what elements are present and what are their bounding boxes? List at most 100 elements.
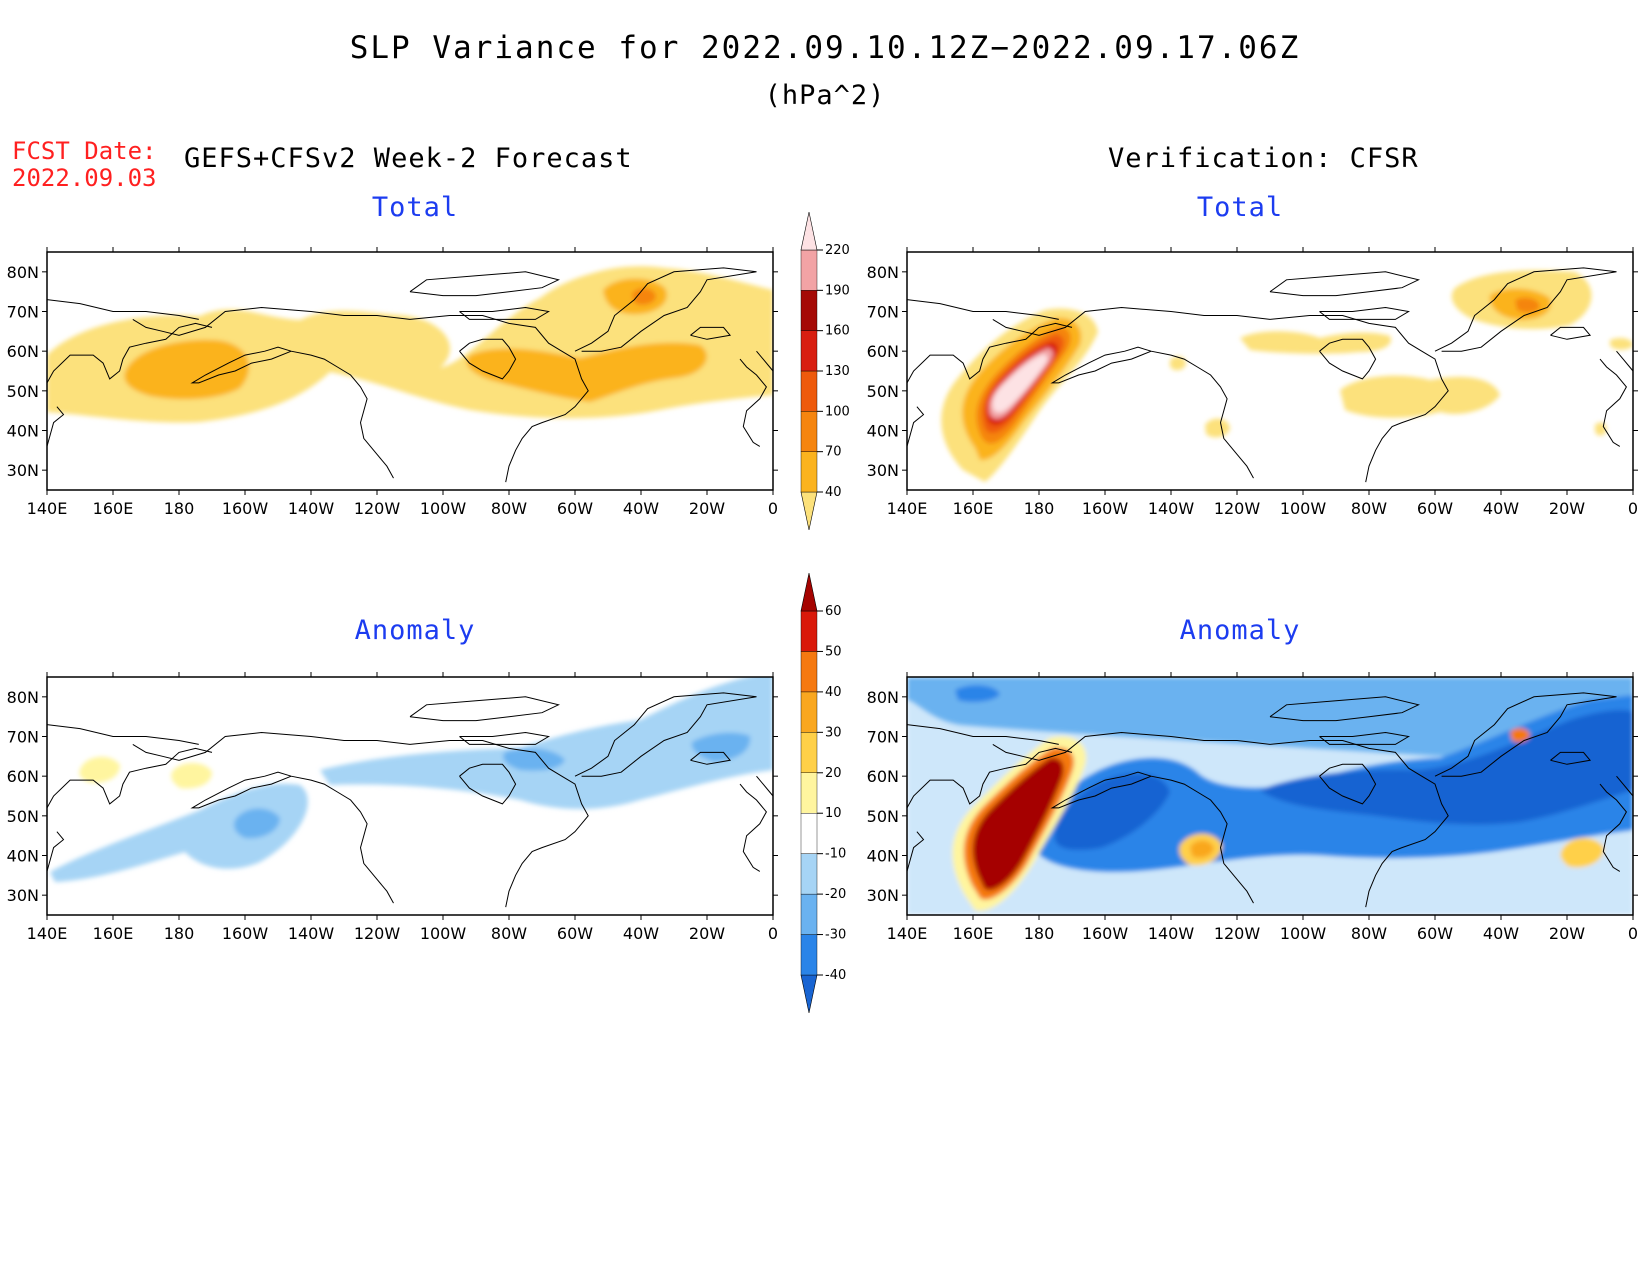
fc-total-band-70-a (124, 339, 250, 400)
frame-rect-fc-anom (46, 676, 774, 916)
coastline-vf-total-10 (1599, 358, 1628, 447)
lon-label-fc-total: 140E (27, 499, 68, 518)
panel-title-fc-anom: Anomaly (354, 615, 476, 646)
coastline-vf-anom-6 (906, 724, 1059, 745)
lon-label-fc-anom: 180 (164, 924, 195, 943)
vf-anom-band-neg40-b (1260, 710, 1633, 825)
colorbar-anomaly-label: 40 (825, 685, 842, 700)
colorbar-anomaly-label: 30 (825, 725, 842, 740)
coastline-layer (46, 267, 1634, 908)
colorbar-anomaly-swatch (800, 732, 818, 773)
colorbar-anomaly-label: -30 (825, 928, 846, 943)
lon-label-vf-anom: 140W (1148, 924, 1195, 943)
lon-label-fc-total: 60W (557, 499, 593, 518)
fc-total-band-100 (632, 288, 656, 305)
colorbar-anomaly-swatch (800, 853, 818, 895)
lat-label-vf-total: 60N (867, 342, 899, 361)
lon-label-vf-anom: 60W (1417, 924, 1453, 943)
coastline-vf-anom-5 (906, 831, 925, 872)
colorbar-anomaly-swatch (800, 651, 818, 693)
frame-vf-total: 80N 70N 60N 50N 40N 30N 140E 160E 180 160W 140W 120… (867, 247, 1638, 518)
coastline-vf-total-9 (1550, 326, 1592, 340)
vf-anom-band-neg40-a (1054, 773, 1170, 850)
vf-anom-spot-pos30-d (1510, 728, 1530, 743)
colorbar-total-bottom-tip (800, 491, 818, 531)
fcst-date-label: FCST Date: (12, 137, 157, 165)
colorbars: 40 70 100 130 160 190 220 -40 -30 -20 -10 10 20 30 40 5… (800, 211, 850, 1014)
colorbar-total-label: 40 (825, 485, 842, 500)
shading-fc-total (47, 266, 773, 423)
colorbar-anomaly-swatch (800, 934, 818, 976)
lat-label-fc-total: 70N (7, 303, 39, 322)
fc-anom-band-pos10-b (171, 763, 212, 789)
lon-label-fc-total: 40W (623, 499, 659, 518)
lon-label-vf-anom: 0 (1628, 924, 1638, 943)
lon-label-vf-total: 0 (1628, 499, 1638, 518)
colorbar-anomaly-swatch (800, 772, 818, 814)
coast-vf-anom (906, 692, 1634, 908)
coastline-fc-total-9 (690, 326, 732, 340)
coastline-fc-total-11 (756, 350, 774, 372)
colorbar-total-swatch (800, 370, 818, 412)
vf-total-labrador-40 (1240, 331, 1391, 354)
coastline-vf-anom-1 (1050, 771, 1254, 904)
lat-label-fc-total: 50N (7, 382, 39, 401)
lat-label-vf-anom: 70N (867, 728, 899, 747)
frame-fc-anom: 80N 70N 60N 50N 40N 30N 140E 160E 180 160W 140W 120… (7, 672, 778, 943)
coastline-vf-anom-2 (1319, 763, 1377, 805)
vf-total-greenland-100 (1515, 297, 1540, 313)
vf-total-spot-1 (1205, 418, 1230, 438)
frame-rect-fc-total (46, 251, 774, 491)
colorbar-anomaly-swatch (800, 691, 818, 733)
lat-label-fc-anom: 40N (7, 847, 39, 866)
lon-label-fc-anom: 60W (557, 924, 593, 943)
colorbar-total-swatch (800, 290, 818, 331)
lon-label-vf-anom: 100W (1280, 924, 1327, 943)
forecast-heading: GEFS+CFSv2 Week-2 Forecast (184, 143, 633, 174)
frame-vf-anom: 80N 70N 60N 50N 40N 30N 140E 160E 180 160W 140W 120… (867, 672, 1638, 943)
lat-label-vf-total: 80N (867, 263, 899, 282)
frame-rect-vf-anom (906, 676, 1634, 916)
lon-label-fc-anom: 40W (623, 924, 659, 943)
colorbar-anomaly-label: 60 (825, 604, 842, 619)
lat-label-vf-anom: 50N (867, 807, 899, 826)
fc-anom-band-neg10 (50, 783, 308, 882)
vf-anom-band-pos60 (972, 757, 1064, 891)
lon-label-fc-anom: 140E (27, 924, 68, 943)
lat-label-fc-anom: 70N (7, 728, 39, 747)
colorbar-anomaly: -40 -30 -20 -10 10 20 30 40 50 60 (800, 572, 846, 1014)
coastline-fc-total-1 (190, 346, 394, 479)
frame-rect-vf-total (906, 251, 1634, 491)
fcst-date-value: 2022.09.03 (12, 164, 157, 192)
coast-vf-total (906, 267, 1634, 483)
lon-label-vf-total: 60W (1417, 499, 1453, 518)
lon-label-vf-anom: 20W (1549, 924, 1585, 943)
shading-vf-total (941, 270, 1633, 482)
colorbar-total-swatch (800, 249, 818, 291)
colorbar-anomaly-label: 50 (825, 644, 842, 659)
lon-label-vf-anom: 120W (1214, 924, 1261, 943)
lat-label-fc-anom: 50N (7, 807, 39, 826)
colorbar-anomaly-label: -20 (825, 887, 846, 902)
main-title: SLP Variance for 2022.09.10.12Z−2022.09.… (349, 30, 1301, 66)
coastline-fc-anom-9 (690, 751, 732, 765)
coastline-fc-anom-5 (46, 831, 65, 872)
lon-label-fc-total: 0 (768, 499, 778, 518)
coastline-vf-total-6 (906, 299, 1059, 320)
lat-label-fc-total: 40N (7, 422, 39, 441)
coastline-vf-total-8 (1319, 306, 1411, 320)
colorbar-anomaly-swatch (800, 610, 818, 652)
lon-label-vf-total: 120W (1214, 499, 1261, 518)
lon-label-fc-total: 20W (689, 499, 725, 518)
panel-verification-anomaly (907, 677, 1633, 915)
colorbar-total-label: 160 (825, 324, 850, 339)
lon-label-fc-total: 120W (354, 499, 401, 518)
coastline-fc-anom-1 (190, 771, 394, 904)
lon-label-fc-total: 100W (420, 499, 467, 518)
coastline-vf-anom-0 (992, 731, 1449, 908)
coastline-vf-anom-8 (1319, 731, 1411, 745)
lon-label-fc-anom: 120W (354, 924, 401, 943)
coastline-vf-anom-4 (906, 747, 1073, 809)
lon-label-vf-anom: 160E (953, 924, 994, 943)
lat-label-fc-anom: 30N (7, 886, 39, 905)
